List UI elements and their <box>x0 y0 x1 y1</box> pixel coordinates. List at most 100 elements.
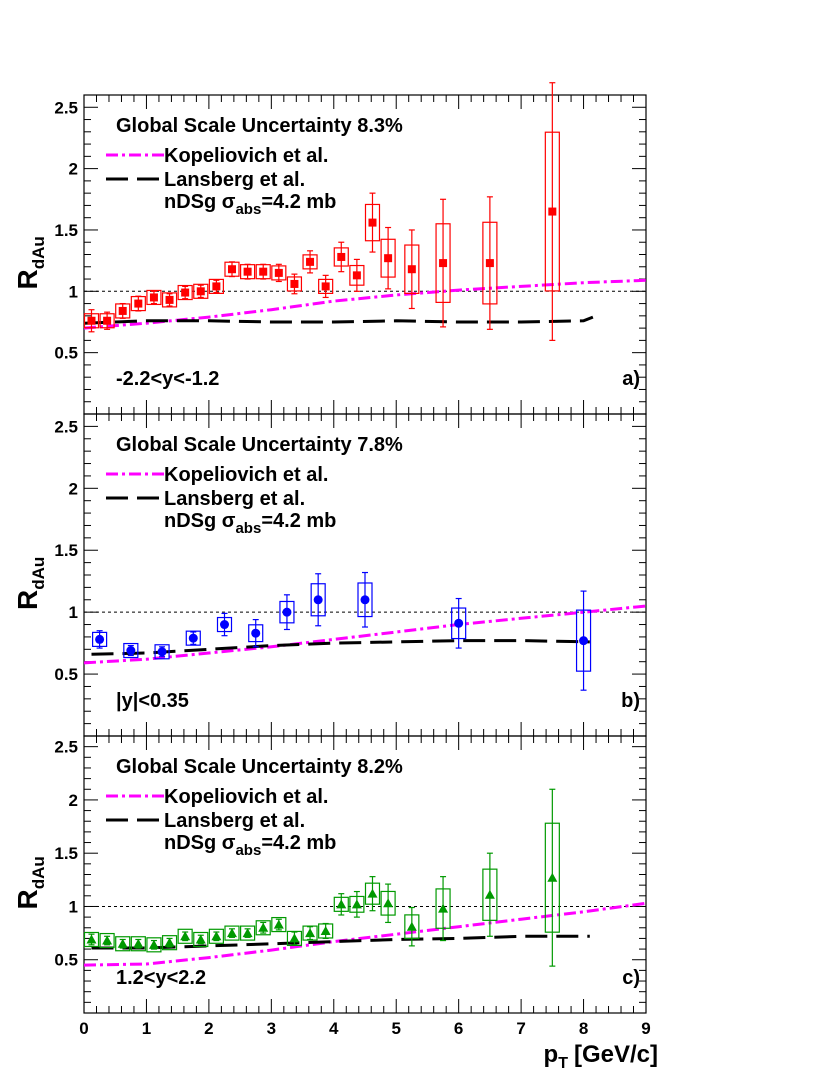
data-point <box>321 282 330 291</box>
systematic-box <box>146 289 162 306</box>
systematic-box <box>177 928 193 944</box>
panel-c: 0.5 1 1.5 2 2.5 0 1 2 3 4 5 6 7 8 9 RdAu Global Scale Un… <box>12 735 651 1038</box>
data-point <box>164 937 175 947</box>
y-tick-label: 2 <box>69 160 78 179</box>
panel-a: 0.5 1 1.5 2 2.5 RdAu Global Scale Uncertainty … <box>12 82 647 415</box>
systematic-box <box>193 931 209 948</box>
data-point <box>251 628 261 638</box>
data-point <box>438 903 449 913</box>
kopeliovich-legend-label: Kopeliovich et al. <box>164 145 328 167</box>
x-tick-label: 7 <box>516 1019 525 1038</box>
data-point <box>149 293 158 302</box>
x-tick-label: 2 <box>204 1019 213 1038</box>
lansberg-legend-sublabel: nDSg σabs=4.2 mb <box>164 832 336 859</box>
y-tick-label: 1.5 <box>54 221 78 240</box>
systematic-box <box>123 642 139 659</box>
data-point <box>86 934 97 944</box>
data-point <box>484 889 495 899</box>
y-tick-label: 1.5 <box>54 541 78 560</box>
data-point <box>320 925 331 935</box>
x-tick-label: 1 <box>142 1019 151 1038</box>
data-point <box>134 299 143 308</box>
systematic-box <box>161 935 178 951</box>
data-point <box>211 931 222 941</box>
lansberg-legend-sublabel: nDSg σabs=4.2 mb <box>164 510 336 537</box>
systematic-box <box>185 630 201 646</box>
data-point <box>180 931 191 941</box>
lansberg-legend-label: Lansberg et al. <box>164 488 305 510</box>
data-point <box>220 620 229 630</box>
x-tick-label: 5 <box>391 1019 400 1038</box>
data-point <box>243 267 252 276</box>
y-tick-label: 2.5 <box>54 738 78 757</box>
systematic-box <box>83 931 100 948</box>
data-point <box>384 254 393 263</box>
systematic-box <box>224 925 240 941</box>
systematic-box <box>115 936 131 952</box>
kopeliovich-legend-label: Kopeliovich et al. <box>164 786 328 808</box>
data-point <box>181 288 190 297</box>
systematic-box <box>240 925 256 941</box>
systematic-box <box>208 278 224 294</box>
data-point <box>367 888 378 898</box>
data-point <box>383 898 394 908</box>
data-point <box>95 634 105 644</box>
data-point <box>117 938 128 948</box>
panel-tag: a) <box>622 368 640 390</box>
y-tick-label: 1.5 <box>54 844 78 863</box>
data-point <box>407 265 416 274</box>
data-point <box>103 316 112 325</box>
rapidity-label: 1.2<y<2.2 <box>116 967 206 989</box>
x-tick-label: 6 <box>454 1019 463 1038</box>
panel-b: 0.5 1 1.5 2 2.5 RdAu Global Scale Uncertainty … <box>12 413 647 737</box>
global-uncertainty-label: Global Scale Uncertainty 8.3% <box>116 115 403 137</box>
systematic-box <box>177 284 193 301</box>
systematic-box <box>286 930 303 947</box>
data-point <box>289 933 300 943</box>
data-point <box>148 939 159 949</box>
data-point <box>118 306 127 315</box>
y-tick-label: 1 <box>69 603 78 622</box>
data-point <box>102 935 113 945</box>
y-tick-label: 0.5 <box>54 665 78 684</box>
data-point <box>196 287 205 296</box>
y-tick-label: 2.5 <box>54 98 78 117</box>
systematic-box <box>161 292 178 308</box>
data-point <box>360 595 370 605</box>
y-tick-label: 1 <box>69 282 78 301</box>
systematic-box <box>99 932 115 949</box>
systematic-box <box>154 644 170 660</box>
y-tick-label: 2.5 <box>54 417 78 436</box>
data-point <box>547 872 558 882</box>
x-tick-label: 0 <box>79 1019 88 1038</box>
y-tick-label: 2 <box>69 479 78 498</box>
data-point <box>188 633 198 643</box>
systematic-box <box>193 283 209 299</box>
data-point <box>212 282 221 291</box>
systematic-box <box>208 928 224 944</box>
kopeliovich-legend-label: Kopeliovich et al. <box>164 464 328 486</box>
data-point <box>406 921 417 931</box>
data-point <box>454 618 464 628</box>
panel-tag: b) <box>621 690 640 712</box>
y-axis-label: RdAu <box>12 856 48 909</box>
y-tick-label: 2 <box>69 791 78 810</box>
data-point <box>579 636 589 646</box>
systematic-box <box>146 937 162 953</box>
global-uncertainty-label: Global Scale Uncertainty 8.2% <box>116 756 403 778</box>
data-point <box>485 259 494 268</box>
data-point <box>548 207 557 216</box>
x-tick-label: 3 <box>267 1019 276 1038</box>
y-tick-label: 0.5 <box>54 344 78 363</box>
panel-tag: c) <box>622 967 640 989</box>
y-axis-label: RdAu <box>12 557 48 610</box>
x-tick-label: 4 <box>329 1019 339 1038</box>
y-tick-label: 1 <box>69 897 78 916</box>
data-point <box>227 265 236 274</box>
lansberg-legend-label: Lansberg et al. <box>164 810 305 832</box>
y-axis-label: RdAu <box>12 236 48 289</box>
data-point <box>259 267 268 276</box>
x-tick-label: 9 <box>641 1019 650 1038</box>
data-point <box>133 938 144 948</box>
